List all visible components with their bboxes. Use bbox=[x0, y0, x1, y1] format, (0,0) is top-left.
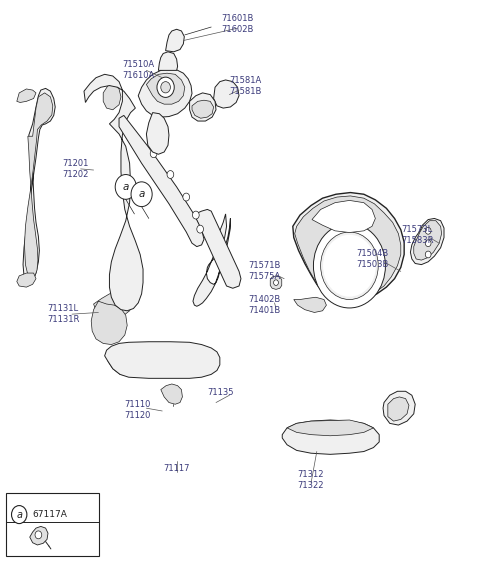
Polygon shape bbox=[84, 74, 143, 311]
Text: 71510A
71610A: 71510A 71610A bbox=[122, 60, 155, 81]
Polygon shape bbox=[108, 349, 215, 377]
Text: 71402B
71401B: 71402B 71401B bbox=[249, 295, 281, 315]
Circle shape bbox=[323, 235, 376, 297]
Polygon shape bbox=[23, 88, 55, 283]
Polygon shape bbox=[388, 397, 409, 421]
Polygon shape bbox=[294, 297, 326, 312]
Polygon shape bbox=[192, 100, 214, 118]
Circle shape bbox=[321, 232, 378, 300]
Circle shape bbox=[183, 193, 190, 201]
Polygon shape bbox=[410, 218, 444, 265]
Circle shape bbox=[157, 77, 174, 97]
Polygon shape bbox=[24, 93, 53, 279]
Polygon shape bbox=[146, 113, 169, 154]
Polygon shape bbox=[163, 351, 183, 373]
Polygon shape bbox=[214, 80, 239, 108]
Polygon shape bbox=[193, 214, 230, 306]
Text: 71573L
71583R: 71573L 71583R bbox=[401, 225, 433, 245]
Text: 71201
71202: 71201 71202 bbox=[62, 159, 89, 179]
Polygon shape bbox=[287, 420, 373, 436]
Circle shape bbox=[313, 224, 385, 308]
Text: a: a bbox=[16, 510, 22, 520]
Polygon shape bbox=[91, 301, 127, 345]
Polygon shape bbox=[190, 93, 216, 121]
Polygon shape bbox=[383, 391, 415, 425]
Text: 71504B
71503B: 71504B 71503B bbox=[356, 249, 388, 269]
Polygon shape bbox=[105, 342, 220, 378]
Text: 71312
71322: 71312 71322 bbox=[298, 470, 324, 490]
Polygon shape bbox=[158, 52, 178, 70]
Text: a: a bbox=[138, 189, 145, 199]
Polygon shape bbox=[295, 196, 401, 301]
Polygon shape bbox=[103, 84, 121, 110]
Text: a: a bbox=[122, 182, 129, 192]
Circle shape bbox=[425, 227, 431, 234]
Circle shape bbox=[131, 182, 152, 207]
Circle shape bbox=[425, 240, 431, 247]
Circle shape bbox=[197, 225, 204, 233]
FancyBboxPatch shape bbox=[6, 493, 99, 556]
Text: 67117A: 67117A bbox=[33, 510, 68, 519]
Polygon shape bbox=[293, 193, 404, 303]
Polygon shape bbox=[119, 115, 204, 247]
Circle shape bbox=[167, 171, 174, 178]
Circle shape bbox=[274, 280, 278, 285]
Circle shape bbox=[161, 82, 170, 93]
Polygon shape bbox=[166, 29, 184, 52]
Text: 71135: 71135 bbox=[207, 388, 234, 397]
Circle shape bbox=[35, 531, 42, 539]
Polygon shape bbox=[312, 200, 375, 233]
Polygon shape bbox=[414, 221, 442, 260]
Circle shape bbox=[115, 175, 136, 199]
Polygon shape bbox=[282, 420, 379, 454]
Text: 71117: 71117 bbox=[163, 464, 190, 473]
Polygon shape bbox=[270, 276, 282, 289]
Circle shape bbox=[425, 251, 431, 258]
Text: 71581A
71581B: 71581A 71581B bbox=[229, 75, 262, 96]
Circle shape bbox=[192, 211, 199, 219]
Polygon shape bbox=[17, 273, 36, 287]
Polygon shape bbox=[138, 69, 192, 117]
Polygon shape bbox=[94, 292, 133, 318]
Text: 71131L
71131R: 71131L 71131R bbox=[47, 304, 79, 324]
Polygon shape bbox=[146, 73, 185, 104]
Circle shape bbox=[12, 506, 27, 524]
Circle shape bbox=[150, 150, 157, 158]
Polygon shape bbox=[161, 384, 182, 404]
Polygon shape bbox=[30, 526, 48, 545]
Text: 71110
71120: 71110 71120 bbox=[124, 400, 150, 420]
Polygon shape bbox=[196, 209, 241, 288]
Text: 71571B
71575A: 71571B 71575A bbox=[249, 261, 281, 282]
Text: 71601B
71602B: 71601B 71602B bbox=[221, 14, 253, 34]
Polygon shape bbox=[17, 89, 36, 102]
